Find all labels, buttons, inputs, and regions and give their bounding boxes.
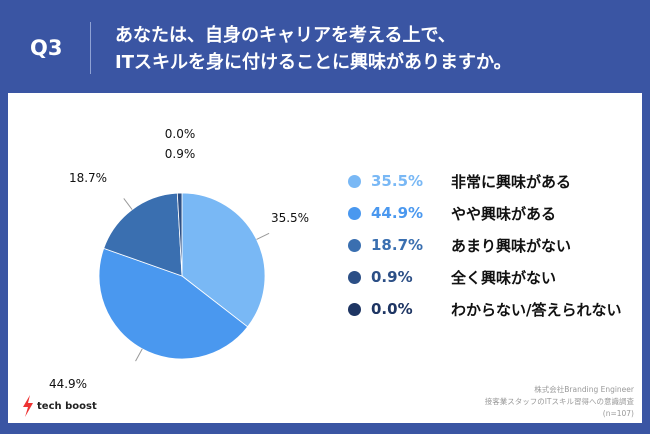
lightning-icon bbox=[23, 395, 33, 417]
legend-item: 35.5% 非常に興味がある bbox=[348, 171, 571, 191]
leader-line bbox=[123, 198, 133, 210]
legend-label: わからない/答えられない bbox=[451, 300, 622, 319]
source-note: 株式会社Branding Engineer 接客業スタッフのITスキル習得への意… bbox=[485, 384, 634, 420]
question-title: あなたは、自身のキャリアを考える上で、 ITスキルを身に付けることに興味がありま… bbox=[115, 22, 512, 76]
legend-percent: 0.9% bbox=[371, 268, 413, 286]
leader-line bbox=[135, 348, 143, 362]
legend-label: あまり興味がない bbox=[451, 236, 572, 255]
legend-marker bbox=[348, 206, 361, 220]
data-label: 35.5% bbox=[271, 211, 309, 225]
title-line-2: ITスキルを身に付けることに興味がありますか。 bbox=[115, 52, 512, 73]
legend-item: 0.9% 全く興味がない bbox=[348, 267, 556, 287]
legend-label: やや興味がある bbox=[451, 204, 557, 223]
legend-percent: 44.9% bbox=[371, 204, 424, 222]
legend-marker bbox=[348, 302, 361, 316]
legend-item: 0.0% わからない/答えられない bbox=[348, 299, 621, 319]
legend-marker bbox=[348, 238, 361, 252]
legend-percent: 0.0% bbox=[371, 300, 413, 318]
source-company: 株式会社Branding Engineer bbox=[534, 385, 634, 394]
legend-item: 44.9% やや興味がある bbox=[348, 203, 556, 223]
data-label: 0.9% bbox=[165, 147, 196, 161]
legend-marker bbox=[348, 174, 361, 188]
legend-percent: 18.7% bbox=[371, 236, 424, 254]
question-number: Q3 bbox=[30, 36, 63, 60]
divider bbox=[90, 22, 91, 74]
pie-slice bbox=[103, 192, 183, 277]
data-label: 44.9% bbox=[49, 377, 87, 391]
data-label: 18.7% bbox=[69, 171, 107, 185]
legend-item: 18.7% あまり興味がない bbox=[348, 235, 571, 255]
pie-slice bbox=[98, 247, 249, 360]
tech-boost-logo: tech boost bbox=[22, 395, 97, 417]
data-label: 0.0% bbox=[165, 127, 196, 141]
pie-slice bbox=[181, 192, 266, 328]
legend-label: 非常に興味がある bbox=[451, 172, 572, 191]
source-survey: 接客業スタッフのITスキル習得への意識調査 bbox=[484, 397, 634, 406]
legend-label: 全く興味がない bbox=[451, 268, 557, 287]
sample-size: (n=107) bbox=[602, 409, 634, 418]
title-line-1: あなたは、自身のキャリアを考える上で、 bbox=[115, 25, 456, 46]
legend-marker bbox=[348, 270, 361, 284]
legend-percent: 35.5% bbox=[371, 172, 424, 190]
pie-slice bbox=[176, 192, 183, 277]
logo-text: tech boost bbox=[37, 400, 97, 412]
leader-line bbox=[256, 232, 270, 240]
